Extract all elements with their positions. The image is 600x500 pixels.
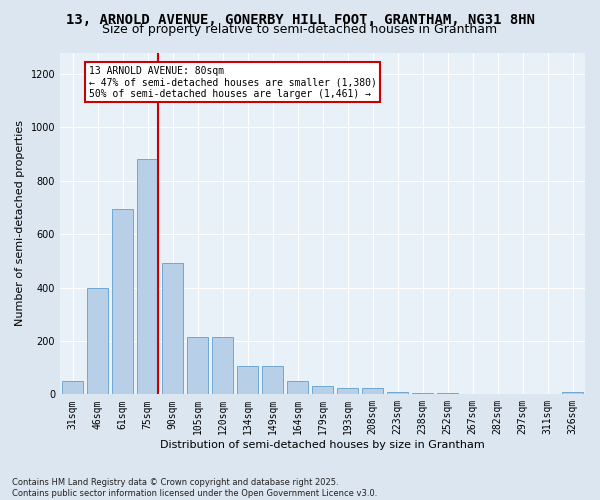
Bar — [237, 366, 258, 394]
Bar — [337, 388, 358, 394]
Bar — [212, 337, 233, 394]
X-axis label: Distribution of semi-detached houses by size in Grantham: Distribution of semi-detached houses by … — [160, 440, 485, 450]
Bar — [162, 264, 183, 394]
Text: Contains HM Land Registry data © Crown copyright and database right 2025.
Contai: Contains HM Land Registry data © Crown c… — [12, 478, 377, 498]
Text: Size of property relative to semi-detached houses in Grantham: Size of property relative to semi-detach… — [103, 22, 497, 36]
Bar — [87, 288, 108, 395]
Bar — [562, 392, 583, 394]
Text: 13, ARNOLD AVENUE, GONERBY HILL FOOT, GRANTHAM, NG31 8HN: 13, ARNOLD AVENUE, GONERBY HILL FOOT, GR… — [65, 12, 535, 26]
Bar — [312, 386, 333, 394]
Bar — [437, 393, 458, 394]
Bar — [362, 388, 383, 394]
Bar — [262, 366, 283, 394]
Bar — [412, 393, 433, 394]
Bar — [112, 208, 133, 394]
Bar — [387, 392, 408, 394]
Bar — [137, 160, 158, 394]
Bar — [187, 337, 208, 394]
Bar — [62, 381, 83, 394]
Bar — [287, 381, 308, 394]
Text: 13 ARNOLD AVENUE: 80sqm
← 47% of semi-detached houses are smaller (1,380)
50% of: 13 ARNOLD AVENUE: 80sqm ← 47% of semi-de… — [89, 66, 377, 99]
Y-axis label: Number of semi-detached properties: Number of semi-detached properties — [15, 120, 25, 326]
